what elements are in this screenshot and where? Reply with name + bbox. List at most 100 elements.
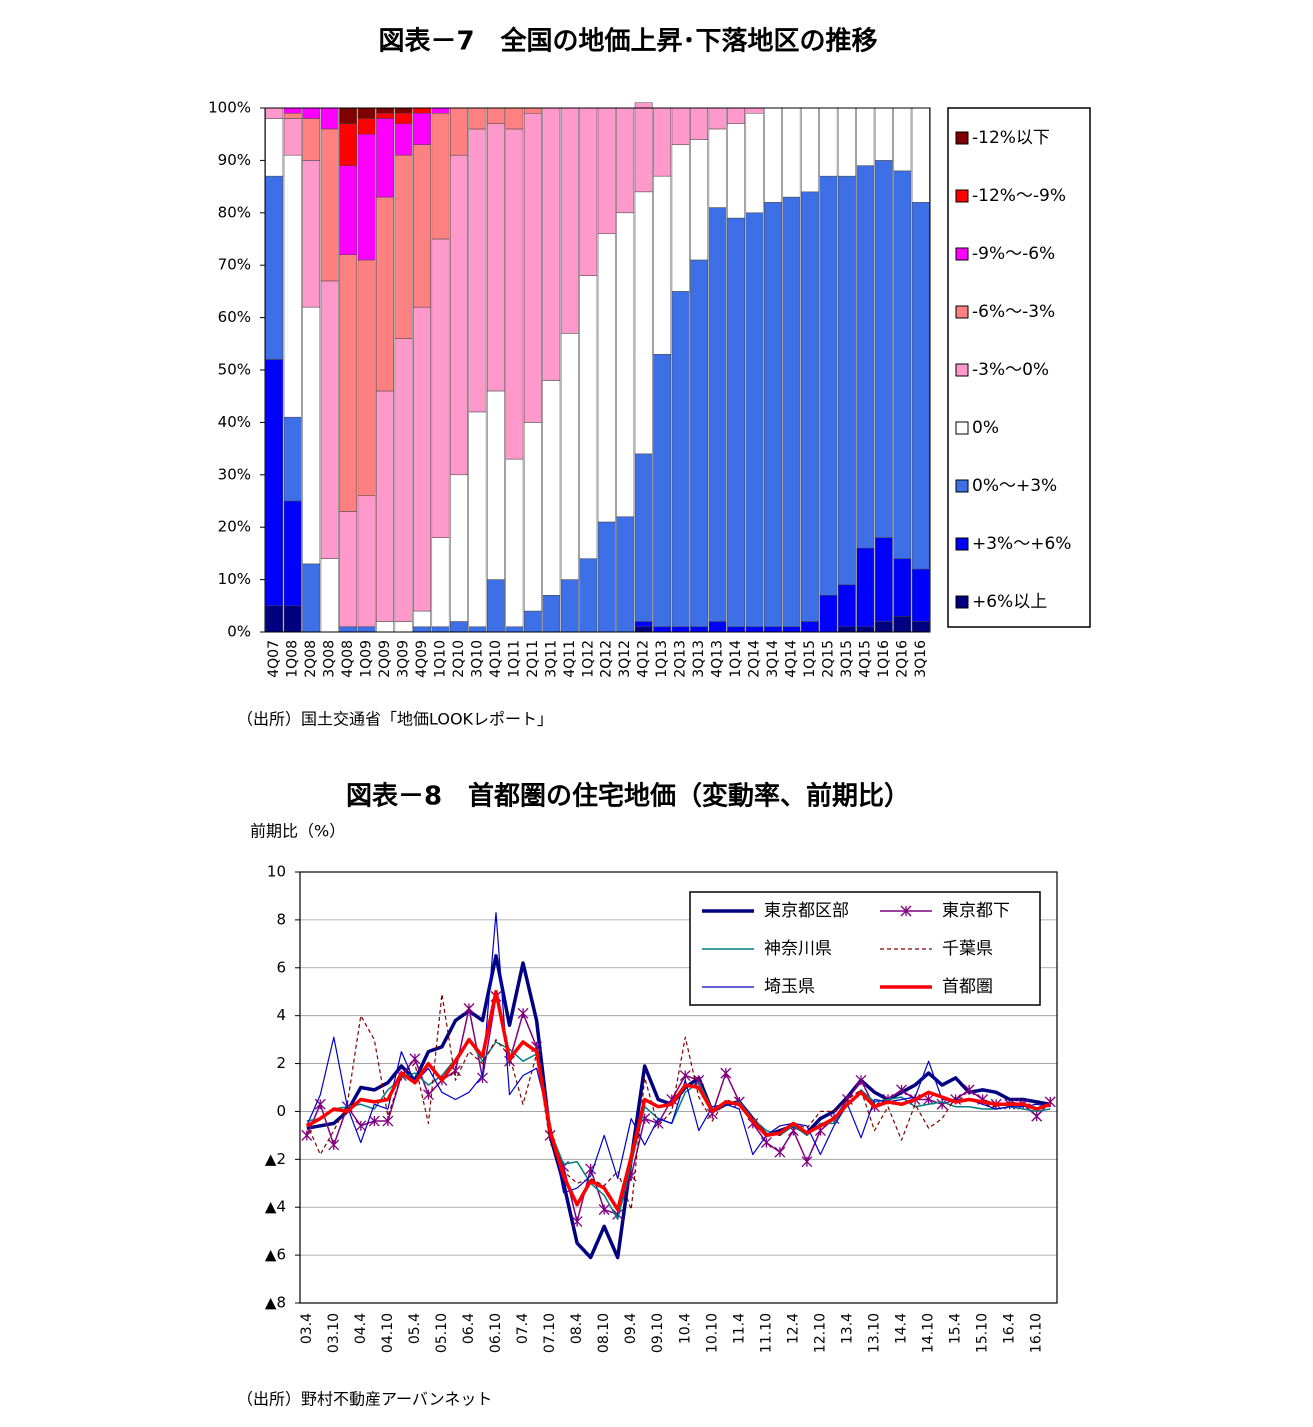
bar-segment [727,123,745,219]
bar-segment [413,626,431,633]
x-tick-label: 1Q15 [802,640,818,678]
point-marker [855,1074,867,1086]
bar-segment [764,107,782,203]
bar-segment [320,558,339,633]
x-tick-label: 11.10 [758,1313,774,1353]
bar-segment [911,202,930,570]
y-tick-label: 50% [218,361,251,379]
y-tick-label: ▲6 [265,1246,286,1264]
bar-segment [671,626,690,633]
bar-segment [394,621,413,633]
bar-segment [505,107,524,130]
point-marker [896,1084,908,1096]
bar-segment [413,107,431,114]
bar-segment [394,107,413,114]
point-marker [936,1098,948,1110]
x-tick-label: 2Q10 [451,640,467,678]
bar-segment [727,107,745,124]
x-tick-label: 03.10 [326,1313,342,1353]
x-tick-label: 13.10 [867,1313,883,1353]
y-tick-label: ▲8 [265,1294,286,1312]
x-tick-label: 09.4 [623,1313,639,1344]
point-marker [1031,1110,1043,1122]
bar-segment [450,621,468,633]
point-marker [571,1216,583,1228]
legend-swatch [955,305,969,319]
bar-segment [893,558,912,617]
bar-segment [376,621,395,633]
legend-swatch [955,363,969,377]
bar-segment [357,259,376,497]
bar-segment [542,107,561,381]
legend-label: -6%～-3% [972,302,1055,322]
bar-segment [394,123,413,156]
bar-segment [320,128,339,282]
legend-label: -9%～-6% [972,244,1055,264]
bar-segment [671,144,690,292]
legend-label: 首都圏 [942,977,993,997]
x-tick-label: 3Q12 [617,640,633,678]
bar-segment [800,107,819,193]
bar-segment [745,626,764,633]
x-tick-label: 4Q10 [488,640,504,678]
bar-segment [690,107,709,140]
bar-segment [708,107,727,130]
bar-segment [708,207,727,622]
x-tick-label: 3Q13 [691,640,707,678]
legend-swatch [955,421,969,435]
bar-segment [339,107,358,124]
x-tick-label: 1Q09 [359,640,375,678]
bar-segment [542,380,561,596]
legend-swatch [955,131,969,145]
bar-segment [597,521,616,633]
bar-segment [616,212,635,517]
bar-segment [376,112,395,119]
point-marker [409,1053,421,1065]
bar-segment [283,107,302,114]
x-tick-label: 1Q14 [728,640,744,678]
x-tick-label: 05.10 [434,1313,450,1353]
x-tick-label: 15.4 [948,1313,964,1344]
y-tick-label: 30% [218,465,251,483]
legend-label: 千葉県 [942,939,993,959]
bar-segment [357,107,376,119]
x-tick-label: 15.10 [975,1313,991,1353]
bar-segment [819,175,838,596]
x-tick-label: 4Q12 [636,640,652,678]
bar-segment [265,107,284,119]
x-tick-label: 06.4 [461,1313,477,1344]
legend-swatch [955,247,969,261]
bar-segment [505,626,524,633]
plot-frame [264,107,931,633]
x-tick-label: 06.10 [488,1313,504,1353]
bar-segment [339,511,358,628]
bar-segment [357,133,376,261]
bar-segment [634,102,653,193]
bar-segment [431,537,450,628]
bar-segment [505,128,524,460]
point-marker [720,1067,732,1079]
bar-segment [634,453,653,622]
x-tick-label: 09.10 [650,1313,666,1353]
legend-label: -12%以下 [972,128,1050,148]
x-tick-label: 1Q10 [432,640,448,678]
bar-segment [782,107,801,198]
y-tick-label: 80% [218,203,251,221]
bar-segment [800,621,819,633]
bar-segment [413,610,431,628]
x-tick-label: 04.4 [353,1313,369,1344]
x-tick-label: 14.10 [921,1313,937,1353]
bar-segment [523,422,542,612]
x-tick-label: 05.4 [407,1313,423,1344]
bar-segment [302,107,321,119]
bar-segment [764,202,782,628]
bar-segment [339,123,358,166]
bar-segment [874,621,893,633]
legend-label: 神奈川県 [764,939,832,959]
x-tick-label: 12.4 [785,1313,801,1344]
series-line [306,912,1051,1194]
x-tick-label: 1Q11 [506,640,522,678]
y-tick-label: 70% [218,256,251,274]
bar-segment [450,154,468,476]
